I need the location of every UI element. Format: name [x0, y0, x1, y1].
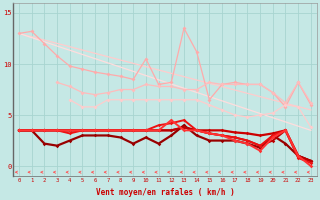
X-axis label: Vent moyen/en rafales ( km/h ): Vent moyen/en rafales ( km/h ) — [96, 188, 234, 197]
